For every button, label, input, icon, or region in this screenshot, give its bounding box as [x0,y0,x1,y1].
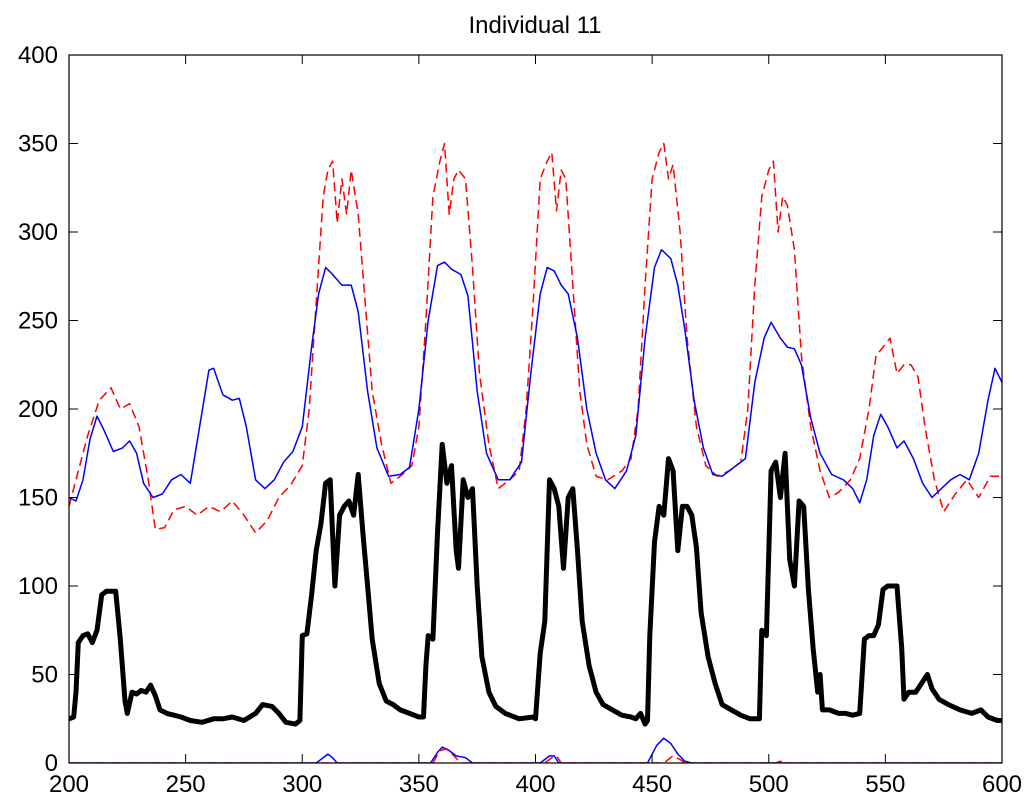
y-tick-label: 200 [18,396,58,423]
y-tick-label: 150 [18,485,58,512]
series-line-4 [69,737,1002,763]
x-tick-label: 550 [865,771,905,798]
y-tick-label: 100 [18,573,58,600]
x-tick-label: 600 [982,771,1022,798]
ticks-group [68,54,1003,764]
x-tick-label: 250 [166,771,206,798]
chart-title: Individual 11 [469,12,602,39]
y-tick-label: 300 [18,219,58,246]
series-line-3 [69,441,1002,727]
x-tick-label: 500 [749,771,789,798]
series-group [69,142,1002,763]
y-tick-label: 350 [18,131,58,158]
y-tick-label: 250 [18,308,58,335]
x-tick-label: 400 [515,771,555,798]
x-tick-label: 200 [49,771,89,798]
x-tick-label: 350 [399,771,439,798]
x-tick-label: 450 [632,771,672,798]
plot-area [69,55,1002,763]
y-tick-label: 0 [45,750,58,777]
series-line-2 [69,248,1002,504]
tick-labels-group: 200 250 300 350 400 450 500 550 600 0 50 100 150 200 2… [18,42,1022,798]
x-tick-label: 300 [282,771,322,798]
y-tick-label: 400 [18,42,58,69]
series-line-1 [69,142,1002,534]
y-tick-label: 50 [31,662,58,689]
